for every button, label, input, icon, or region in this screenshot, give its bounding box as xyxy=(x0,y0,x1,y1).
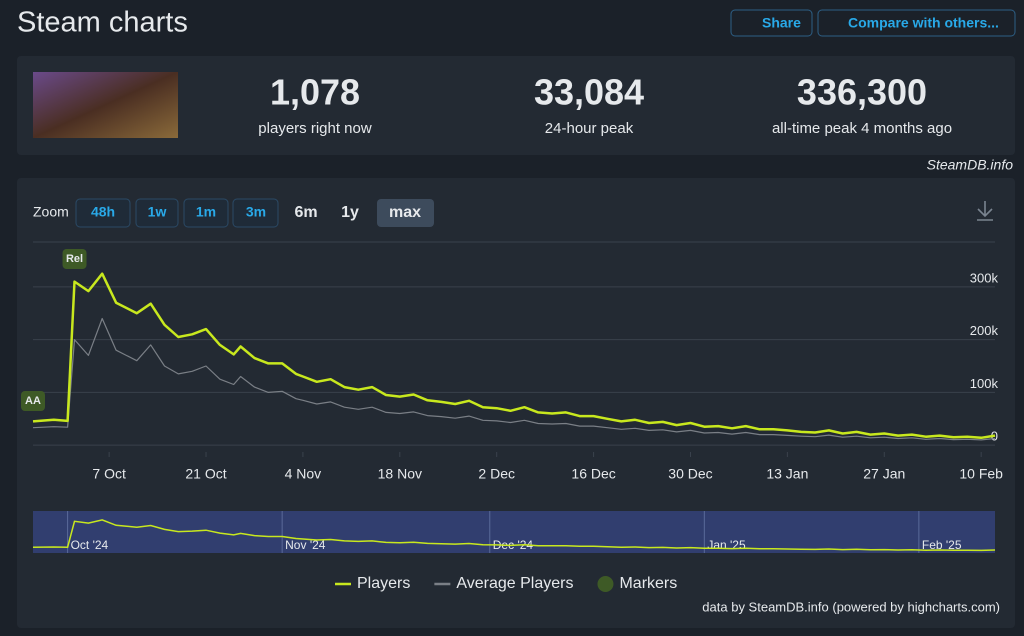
zoom-button[interactable]: 1w xyxy=(135,198,179,228)
navigator-label: Nov '24 xyxy=(285,538,326,552)
y-tick-label: 200k xyxy=(970,323,999,338)
navigator-mask xyxy=(33,511,995,553)
zoom-box xyxy=(232,198,279,228)
share-button[interactable]: Share xyxy=(730,9,813,37)
download-icon[interactable] xyxy=(977,201,993,221)
zoom-option-disabled: 1y xyxy=(341,204,359,221)
compare-label: Compare with others... xyxy=(848,15,999,31)
zoom-box xyxy=(183,198,229,228)
x-tick-label: 27 Jan xyxy=(863,466,905,482)
marker: AA xyxy=(21,391,45,411)
zoom-button[interactable]: 1m xyxy=(183,198,229,228)
stat-value: 33,084 xyxy=(534,72,644,113)
navigator-label: Feb '25 xyxy=(922,538,962,552)
zoom-option: 1m xyxy=(196,204,216,220)
zoom-button[interactable]: max xyxy=(377,199,434,227)
source: SteamDB.info xyxy=(927,157,1014,173)
series-line xyxy=(32,317,996,441)
x-tick-label: 16 Dec xyxy=(571,466,615,482)
series-line xyxy=(32,272,996,440)
zoom-option: 3m xyxy=(246,204,266,220)
legend-item[interactable]: Players xyxy=(335,575,410,592)
zoom-option-disabled: 6m xyxy=(294,204,317,221)
x-tick-label: 7 Oct xyxy=(92,466,126,482)
x-tick-label: 2 Dec xyxy=(478,466,515,482)
marker-label: AA xyxy=(25,395,41,407)
marker: Rel xyxy=(62,249,87,269)
zoom-option: 1w xyxy=(148,204,167,220)
x-tick-label: 4 Nov xyxy=(285,466,322,482)
stat-label: players right now xyxy=(258,120,372,137)
zoom-button[interactable]: 48h xyxy=(75,198,131,228)
share-label: Share xyxy=(762,15,801,31)
legend-item[interactable]: Markers xyxy=(597,575,677,592)
zoom-option: 48h xyxy=(91,204,115,220)
compare-box xyxy=(817,9,1016,37)
game-image xyxy=(33,72,178,138)
stat-value: 336,300 xyxy=(797,72,927,113)
x-tick-label: 30 Dec xyxy=(668,466,712,482)
x-tick-label: 21 Oct xyxy=(185,466,226,482)
x-tick-label: 18 Nov xyxy=(378,466,422,482)
zoom-option: max xyxy=(389,204,421,221)
stats-panel xyxy=(17,56,1015,155)
marker-label: Rel xyxy=(66,253,83,265)
legend-label: Markers xyxy=(619,575,677,592)
compare-button[interactable]: Compare with others... xyxy=(817,9,1016,37)
zoom-box xyxy=(75,198,131,228)
legend-label: Average Players xyxy=(456,575,573,592)
zoom-label: Zoom xyxy=(33,204,69,220)
stat-value: 1,078 xyxy=(270,72,360,113)
stat-label: 24-hour peak xyxy=(545,120,634,137)
page-title: Steam charts xyxy=(17,7,188,39)
chart-panel xyxy=(17,178,1015,628)
marker-box xyxy=(62,249,87,269)
navigator-line xyxy=(32,519,996,552)
y-tick-label: 100k xyxy=(970,376,999,391)
share-box xyxy=(730,9,813,37)
x-tick-label: 10 Feb xyxy=(959,466,1003,482)
legend-swatch xyxy=(597,576,614,592)
zoom-button[interactable]: 3m xyxy=(232,198,279,228)
credits: data by SteamDB.info (powered by highcha… xyxy=(702,599,1000,614)
legend-label: Players xyxy=(357,575,410,592)
zoom-box xyxy=(135,198,179,228)
marker-box xyxy=(21,391,45,411)
x-tick-label: 13 Jan xyxy=(766,466,808,482)
zoom-box-selected xyxy=(377,199,434,227)
y-tick-label: 300k xyxy=(970,270,999,285)
navigator-label: Oct '24 xyxy=(71,538,109,552)
legend-item[interactable]: Average Players xyxy=(434,575,573,592)
navigator-label: Jan '25 xyxy=(707,538,746,552)
stat-label: all-time peak 4 months ago xyxy=(772,120,952,137)
